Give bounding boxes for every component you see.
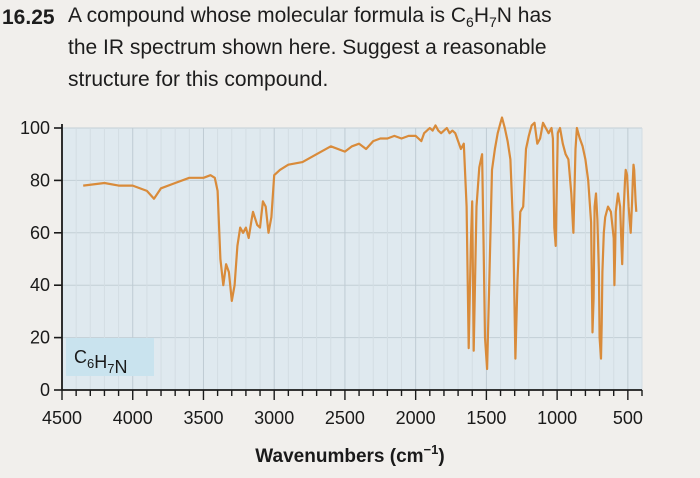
hydrogen-count: 7 xyxy=(488,14,497,31)
x-tick-label: 1000 xyxy=(537,408,577,428)
formula-element: H xyxy=(94,352,107,372)
y-tick-label: 60 xyxy=(30,223,50,243)
y-tick-label: 40 xyxy=(30,275,50,295)
tick-labels: 0 20 40 60 80 100 4500 4000 3500 3000 2500 2000 1500… xyxy=(20,118,643,428)
y-tick-label: 80 xyxy=(30,170,50,190)
problem-line-3: structure for this compound. xyxy=(68,68,329,91)
y-tick-label: 20 xyxy=(30,328,50,348)
x-tick-label: 1500 xyxy=(466,408,506,428)
x-tick-label: 500 xyxy=(613,408,643,428)
spectrum-trace xyxy=(83,116,638,371)
problem-number: 16.25 xyxy=(2,6,55,29)
x-tick-label: 3500 xyxy=(183,408,223,428)
hydrogen-symbol: H xyxy=(473,4,489,27)
x-axis-label-superscript: −1 xyxy=(424,442,439,457)
formula-element: C xyxy=(74,347,87,367)
compound-formula: C6H7N xyxy=(74,347,127,377)
formula-subscript: 7 xyxy=(107,361,114,376)
x-axis-label-main: Wavenumbers (cm xyxy=(255,446,423,467)
problem-line-1-prefix: A compound whose molecular formula is C xyxy=(68,4,467,27)
x-tick-label: 2000 xyxy=(396,408,436,428)
x-tick-label: 4000 xyxy=(113,408,153,428)
tick-marks xyxy=(54,127,643,400)
plot-area xyxy=(62,128,642,390)
problem-statement: 16.25 A compound whose molecular formula… xyxy=(0,0,700,105)
problem-line-1-suffix: N has xyxy=(496,4,552,27)
formula-subscript: 6 xyxy=(87,356,94,371)
compound-label-box: C6H7N xyxy=(66,338,154,377)
formula-element: N xyxy=(114,357,127,377)
x-axis-label: Wavenumbers (cm−1) xyxy=(255,442,444,467)
label-box-background xyxy=(66,338,154,376)
x-tick-label: 3000 xyxy=(254,408,294,428)
carbon-count: 6 xyxy=(466,14,474,31)
axes xyxy=(61,124,642,391)
y-tick-label: 0 xyxy=(40,380,50,400)
x-tick-label: 4500 xyxy=(42,408,82,428)
problem-line-1: A compound whose molecular formula is C6… xyxy=(68,4,552,31)
problem-line-2: the IR spectrum shown here. Suggest a re… xyxy=(68,36,547,59)
x-axis-label-close: ) xyxy=(438,446,444,467)
x-tick-label: 2500 xyxy=(325,408,365,428)
y-tick-label: 100 xyxy=(20,118,50,138)
